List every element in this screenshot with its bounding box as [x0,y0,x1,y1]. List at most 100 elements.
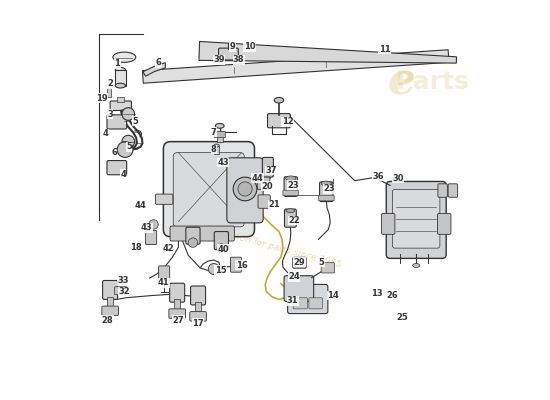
FancyBboxPatch shape [158,266,170,281]
Text: 28: 28 [102,316,113,325]
Text: 1: 1 [114,60,120,68]
Text: 5: 5 [126,142,132,151]
Bar [174,299,180,310]
FancyBboxPatch shape [170,283,185,302]
FancyBboxPatch shape [284,276,314,301]
Bar [116,70,125,86]
Text: 18: 18 [130,243,142,252]
FancyBboxPatch shape [283,190,299,196]
Polygon shape [257,168,270,181]
Text: 7: 7 [211,128,217,137]
FancyBboxPatch shape [110,101,131,110]
Text: 43: 43 [141,223,152,232]
FancyBboxPatch shape [293,298,307,309]
Text: e: e [387,60,415,103]
FancyBboxPatch shape [156,194,173,204]
FancyBboxPatch shape [227,158,263,223]
Circle shape [122,108,135,120]
FancyBboxPatch shape [284,209,296,227]
FancyBboxPatch shape [107,160,126,175]
Text: 27: 27 [173,316,184,325]
FancyBboxPatch shape [318,195,334,201]
Ellipse shape [113,52,136,62]
FancyBboxPatch shape [107,115,126,129]
FancyBboxPatch shape [170,226,234,241]
Text: 19: 19 [96,94,108,103]
Text: 14: 14 [327,291,339,300]
Bar [217,132,223,142]
Ellipse shape [116,83,125,88]
Text: 6: 6 [111,148,117,157]
Text: 31: 31 [287,296,299,305]
Polygon shape [142,50,449,83]
Text: 41: 41 [158,278,169,287]
Text: 38: 38 [233,56,244,64]
Text: 5: 5 [318,258,324,267]
Ellipse shape [274,98,284,103]
FancyBboxPatch shape [186,227,200,244]
Ellipse shape [285,176,296,181]
FancyBboxPatch shape [262,157,273,177]
Text: 25: 25 [396,313,408,322]
Text: 4: 4 [102,129,108,138]
Ellipse shape [321,181,332,186]
Text: 30: 30 [392,174,404,183]
Text: 32: 32 [118,287,130,296]
FancyBboxPatch shape [103,280,118,299]
FancyBboxPatch shape [146,230,157,244]
FancyBboxPatch shape [214,232,228,250]
FancyBboxPatch shape [163,142,255,237]
Bar [214,146,219,154]
Text: 42: 42 [163,244,174,253]
FancyBboxPatch shape [382,214,395,234]
Text: 2: 2 [107,79,113,88]
Text: 9: 9 [229,42,235,52]
Circle shape [122,135,135,148]
Circle shape [149,220,158,229]
Ellipse shape [286,209,295,213]
Text: 43: 43 [217,158,229,167]
FancyBboxPatch shape [320,182,333,202]
Text: 26: 26 [387,291,398,300]
FancyBboxPatch shape [386,182,446,258]
Circle shape [188,238,197,247]
Text: 44: 44 [135,202,147,210]
FancyBboxPatch shape [169,309,185,318]
Text: 8: 8 [211,145,217,154]
FancyBboxPatch shape [218,48,238,60]
Circle shape [238,182,252,196]
Text: 13: 13 [371,289,383,298]
Bar [195,302,201,313]
Text: 16: 16 [235,260,248,270]
Text: 37: 37 [265,166,277,175]
FancyBboxPatch shape [393,189,440,248]
Text: a passion for parts since 1985: a passion for parts since 1985 [208,225,342,269]
FancyBboxPatch shape [102,306,118,316]
Text: 22: 22 [288,216,300,225]
Text: 23: 23 [323,184,336,194]
Circle shape [217,244,225,252]
FancyBboxPatch shape [191,286,206,305]
FancyBboxPatch shape [437,214,451,234]
Text: 3: 3 [107,110,113,118]
FancyBboxPatch shape [321,263,334,273]
Text: 24: 24 [288,272,300,282]
Ellipse shape [214,144,219,147]
Text: 5: 5 [132,117,138,126]
Text: 10: 10 [244,42,255,52]
Text: 33: 33 [117,276,129,285]
Text: 6: 6 [156,58,162,67]
FancyBboxPatch shape [284,177,298,196]
Bar [117,97,124,102]
FancyBboxPatch shape [214,131,225,138]
Circle shape [117,142,133,157]
FancyBboxPatch shape [190,312,206,321]
Text: 11: 11 [379,45,390,54]
Polygon shape [199,42,456,63]
Text: 17: 17 [192,318,204,328]
Text: 4: 4 [120,170,126,179]
Circle shape [233,177,257,201]
Text: 39: 39 [213,56,225,64]
Ellipse shape [412,264,420,268]
Text: 15: 15 [214,266,227,275]
